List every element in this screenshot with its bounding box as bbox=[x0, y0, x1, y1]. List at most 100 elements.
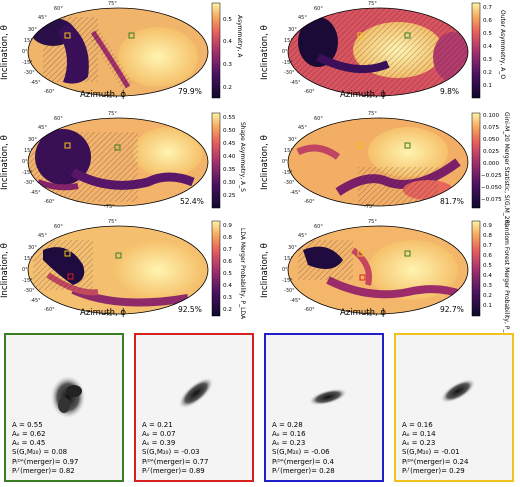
colorbar-tick: 0.7 bbox=[483, 243, 492, 249]
stat-line: S(G,M₂₀) = -0.03 bbox=[142, 448, 200, 457]
stat-line: Pᵣᶠ(merger)= 0.89 bbox=[142, 466, 205, 475]
y-axis-label: Inclination, θ bbox=[0, 135, 10, 190]
colorbar-label: Asymmetry, A bbox=[236, 15, 243, 58]
lat-tick: 0° bbox=[22, 267, 28, 273]
colorbar-tick: 0.4 bbox=[483, 44, 492, 50]
colorbar-tick: 0.4 bbox=[223, 283, 232, 289]
x-axis-label: Azimuth, ϕ bbox=[80, 90, 127, 100]
stat-line: Aₛ = 0.23 bbox=[272, 439, 306, 448]
lat-tick: 30° bbox=[288, 245, 297, 251]
panel-shape-asymmetry: Inclination, θ 52.4% Shape Asymmetry, A_… bbox=[0, 110, 260, 215]
lat-tick: 15° bbox=[284, 148, 293, 154]
colorbar-tick: 0.5 bbox=[223, 271, 232, 277]
stat-line: S(G,M₂₀) = 0.08 bbox=[12, 448, 68, 457]
lat-tick: 45° bbox=[298, 233, 307, 239]
lat-tick: 45° bbox=[298, 15, 307, 21]
y-axis-label: Inclination, θ bbox=[260, 25, 270, 80]
stat-line: Pₗᴰᴬ(merger)= 0.4 bbox=[272, 457, 334, 466]
lat-tick: 75° bbox=[368, 111, 377, 117]
colorbar-tick: 0.5 bbox=[223, 17, 232, 23]
lat-tick: 0° bbox=[282, 49, 288, 55]
colorbar-tick: 0.2 bbox=[483, 70, 492, 76]
colorbar-tick: −0.050 bbox=[481, 185, 502, 191]
stat-line: A = 0.16 bbox=[402, 420, 433, 429]
stat-line: Aₛ = 0.39 bbox=[142, 439, 176, 448]
lat-tick: 30° bbox=[288, 27, 297, 33]
lat-tick: 60° bbox=[314, 224, 323, 230]
y-axis-label: Inclination, θ bbox=[260, 135, 270, 190]
colorbar-label: LDA Merger Probability, P_LDA bbox=[239, 228, 246, 320]
colorbar-tick: 0.075 bbox=[483, 125, 500, 131]
colorbar-tick: 0.3 bbox=[483, 57, 492, 63]
lat-tick: 30° bbox=[28, 27, 37, 33]
colorbar-tick: 0.2 bbox=[223, 85, 232, 91]
lat-tick: 0° bbox=[22, 49, 28, 55]
colorbar-label: Random Forest Merger Probability, P_RF bbox=[503, 220, 510, 340]
panel-gini-m20: Inclination, θ 81.7% Gini-M_20 Merger St… bbox=[260, 110, 520, 226]
colorbar-tick: 0.7 bbox=[223, 247, 232, 253]
lat-tick: -15° bbox=[22, 60, 33, 66]
colorbar-label: Gini-M_20 Merger Statistic, S(G,M_20) bbox=[503, 112, 510, 226]
galaxy-stamp-yellow: A = 0.16 Aₒ = 0.14 Aₛ = 0.23 S(G,M₂₀) = … bbox=[394, 333, 514, 482]
x-axis-label: Azimuth, ϕ bbox=[340, 308, 387, 318]
colorbar-tick: 0.4 bbox=[223, 39, 232, 45]
colorbar-tick: 0.025 bbox=[483, 149, 500, 155]
panel-asymmetry: Inclination, θ Azimuth, ϕ 79.9% Asymmetr… bbox=[0, 0, 260, 105]
percentage-label: 52.4% bbox=[180, 197, 204, 206]
colorbar-tick: 0.35 bbox=[223, 167, 236, 173]
lat-tick: 15° bbox=[284, 256, 293, 262]
colorbar-tick: 0.8 bbox=[483, 233, 492, 239]
lat-tick: 15° bbox=[284, 38, 293, 44]
lat-tick: 75° bbox=[108, 1, 117, 7]
lat-tick: -75° bbox=[364, 312, 375, 318]
stat-line: S(G,M₂₀) = -0.06 bbox=[272, 448, 330, 457]
lat-tick: -45° bbox=[30, 298, 41, 304]
colorbar-tick: 0.5 bbox=[483, 31, 492, 37]
lat-tick: -15° bbox=[22, 278, 33, 284]
percentage-label: 81.7% bbox=[440, 197, 464, 206]
stat-line: Aₒ = 0.62 bbox=[12, 429, 46, 438]
colorbar-tick: 0.40 bbox=[223, 154, 236, 160]
colorbar-tick: −0.025 bbox=[481, 173, 502, 179]
x-axis-label: Azimuth, ϕ bbox=[80, 308, 127, 318]
lat-tick: 75° bbox=[108, 111, 117, 117]
colorbar-label: Outer Asymmetry, A_O bbox=[499, 10, 506, 80]
colorbar-tick: 0.7 bbox=[483, 5, 492, 11]
colorbar-tick: 0.3 bbox=[223, 62, 232, 68]
colorbar-tick: 0.6 bbox=[223, 259, 232, 265]
lat-tick: 45° bbox=[38, 125, 47, 131]
colorbar-tick: 0.3 bbox=[223, 295, 232, 301]
stamp-stats: A = 0.16 Aₒ = 0.14 Aₛ = 0.23 S(G,M₂₀) = … bbox=[402, 421, 468, 476]
colorbar-tick: −0.075 bbox=[481, 197, 502, 203]
lat-tick: -75° bbox=[104, 94, 115, 100]
stat-line: Pᵣᶠ(merger)= 0.29 bbox=[402, 466, 465, 475]
lat-tick: 75° bbox=[368, 219, 377, 225]
lat-tick: -30° bbox=[284, 288, 295, 294]
stamp-stats: A = 0.28 Aₒ = 0.16 Aₛ = 0.23 S(G,M₂₀) = … bbox=[272, 421, 335, 476]
lat-tick: -60° bbox=[304, 307, 315, 313]
lat-tick: 45° bbox=[38, 15, 47, 21]
stat-line: A = 0.21 bbox=[142, 420, 173, 429]
stamp-stats: A = 0.21 Aₒ = 0.07 Aₛ = 0.39 S(G,M₂₀) = … bbox=[142, 421, 208, 476]
lat-tick: 75° bbox=[368, 1, 377, 7]
colorbar-tick: 0.9 bbox=[483, 223, 492, 229]
colorbar-tick: 0.55 bbox=[223, 115, 236, 121]
lat-tick: 75° bbox=[108, 219, 117, 225]
lat-tick: -75° bbox=[364, 94, 375, 100]
colorbar-tick: 0.30 bbox=[223, 180, 236, 186]
stat-line: Aₛ = 0.23 bbox=[402, 439, 436, 448]
y-axis-label: Inclination, θ bbox=[0, 25, 10, 80]
lat-tick: -30° bbox=[284, 180, 295, 186]
lat-tick: 60° bbox=[54, 6, 63, 12]
colorbar-tick: 0.5 bbox=[483, 263, 492, 269]
lat-tick: 15° bbox=[24, 148, 33, 154]
stamp-stats: A = 0.55 Aₒ = 0.62 Aₛ = 0.45 S(G,M₂₀) = … bbox=[12, 421, 78, 476]
lat-tick: -30° bbox=[24, 288, 35, 294]
lat-tick: 0° bbox=[282, 267, 288, 273]
stat-line: Aₒ = 0.16 bbox=[272, 429, 306, 438]
stat-line: Pᵣᶠ(merger)= 0.28 bbox=[272, 466, 335, 475]
lat-tick: 30° bbox=[28, 245, 37, 251]
colorbar-tick: 0.6 bbox=[483, 18, 492, 24]
colorbar-tick: 0.8 bbox=[223, 235, 232, 241]
stat-line: Aₛ = 0.45 bbox=[12, 439, 46, 448]
